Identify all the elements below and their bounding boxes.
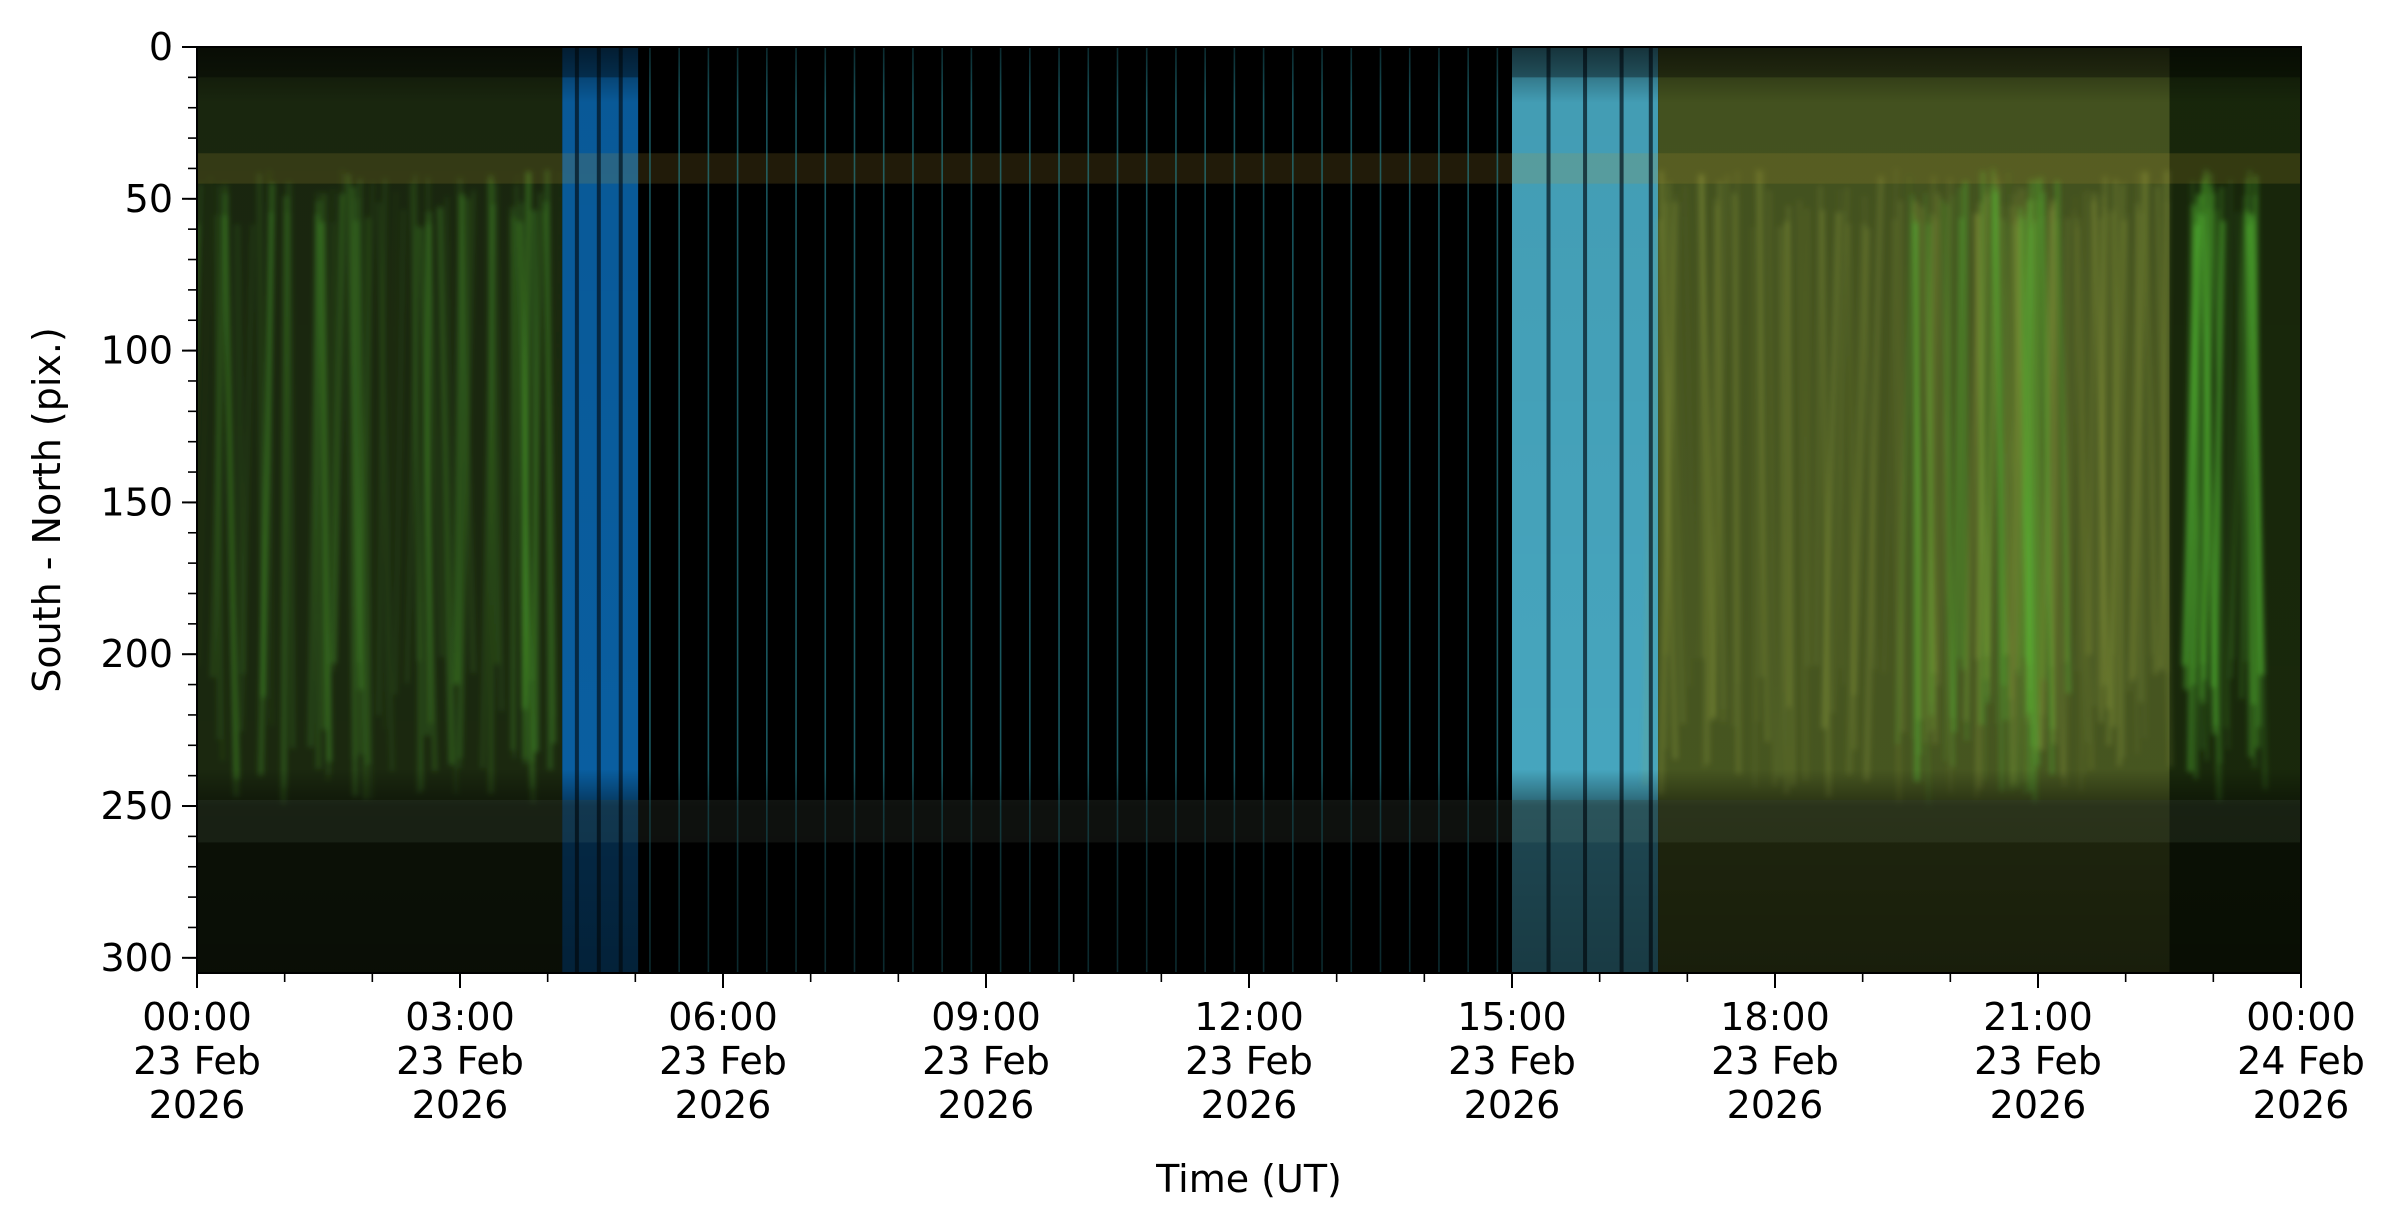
x-tick-label: 00:00 24 Feb 2026	[2237, 995, 2365, 1127]
y-tick-label: 200	[100, 632, 173, 676]
y-tick-label: 250	[100, 784, 173, 828]
aurora-streak	[197, 224, 199, 333]
x-tick-label: 18:00 23 Feb 2026	[1711, 995, 1839, 1127]
x-tick-label: 12:00 23 Feb 2026	[1185, 995, 1313, 1127]
y-tick-label: 300	[100, 936, 173, 980]
y-axis-label: South - North (pix.)	[25, 327, 69, 693]
x-tick-label: 09:00 23 Feb 2026	[922, 995, 1050, 1127]
y-tick-label: 150	[100, 480, 173, 524]
plot-area	[197, 47, 2301, 973]
x-axis: 00:00 23 Feb 2026 03:00 23 Feb 2026 06:00 23 Fe…	[133, 973, 2365, 1127]
y-axis: 0 50 100 150 200 250 300	[100, 25, 197, 980]
x-tick-label: 06:00 23 Feb 2026	[659, 995, 787, 1127]
y-tick-label: 100	[100, 329, 173, 373]
x-tick-label: 15:00 23 Feb 2026	[1448, 995, 1576, 1127]
x-axis-label: Time (UT)	[1155, 1157, 1342, 1201]
y-tick-label: 0	[149, 25, 173, 69]
x-tick-label: 21:00 23 Feb 2026	[1974, 995, 2102, 1127]
x-tick-label: 00:00 23 Feb 2026	[133, 995, 261, 1127]
y-tick-label: 50	[125, 177, 173, 221]
vertical-shading	[197, 47, 2301, 973]
x-tick-label: 03:00 23 Feb 2026	[396, 995, 524, 1127]
